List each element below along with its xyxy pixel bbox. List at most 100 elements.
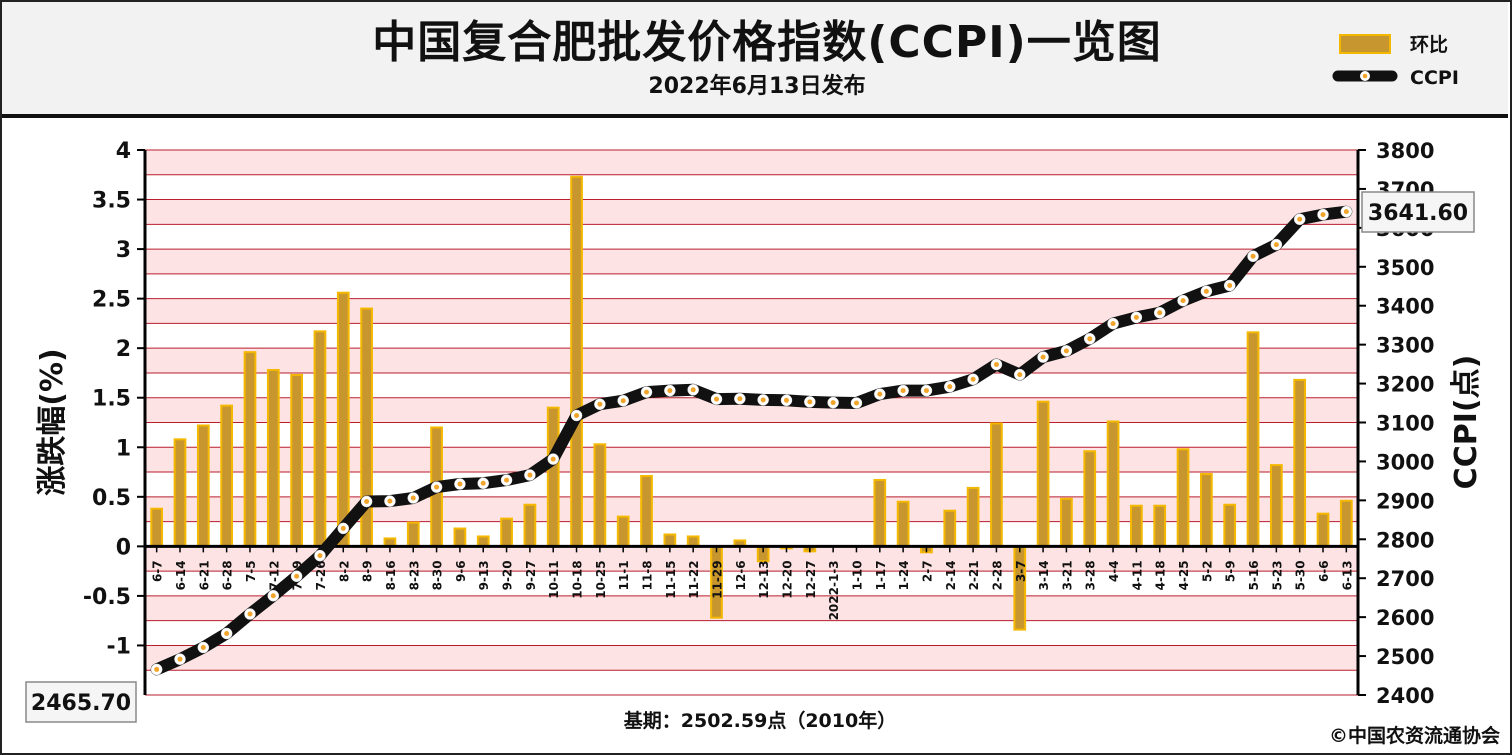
ccpi-point-center [877, 391, 883, 397]
left-tick-label: 2.5 [92, 288, 131, 313]
ccpi-point-center [457, 481, 463, 487]
plot-band [145, 496, 1358, 522]
right-tick-label: 2800 [1376, 528, 1434, 552]
ccpi-point-center [224, 630, 230, 636]
bar [873, 478, 887, 548]
left-tick-label: 4 [116, 139, 131, 164]
plot-band [145, 150, 1358, 175]
bar [336, 291, 350, 548]
bar [1246, 331, 1260, 548]
bar [570, 175, 583, 548]
ccpi-point-center [1110, 321, 1116, 327]
x-tick-label: 12-20 [780, 560, 794, 598]
start-value-box [25, 681, 137, 723]
x-tick-label: 2022-1-3 [827, 560, 841, 620]
ccpi-point-center [1320, 212, 1326, 218]
bar [290, 373, 303, 548]
ccpi-point-center [1180, 298, 1186, 304]
ccpi-point-center [177, 656, 183, 662]
x-tick-label: 8-9 [361, 560, 375, 582]
right-tick-label: 3300 [1376, 334, 1434, 358]
ccpi-point-center [154, 666, 160, 672]
x-tick-label: 3-14 [1037, 560, 1051, 590]
ccpi-point-center [317, 553, 323, 559]
bar [593, 443, 607, 548]
ccpi-point-center [1297, 216, 1303, 222]
x-tick-label: 2-21 [967, 560, 981, 590]
bar [990, 422, 1003, 548]
ccpi-point-center [527, 472, 533, 478]
ccpi-point-center [737, 396, 743, 402]
ccpi-point-center [1133, 314, 1139, 320]
bar [1316, 512, 1330, 548]
bar [616, 515, 630, 548]
x-tick-label: 12-13 [757, 560, 771, 598]
x-tick-label: 8-30 [431, 560, 445, 590]
bar [196, 424, 210, 548]
right-tick-label: 3400 [1376, 295, 1434, 319]
x-tick-label: 10-25 [594, 560, 608, 598]
left-tick-label: 2 [116, 337, 131, 362]
ccpi-point-center [690, 387, 696, 393]
x-tick-label: 9-20 [501, 560, 515, 590]
bar [1339, 499, 1353, 548]
bar [220, 404, 234, 548]
x-tick-label: 5-9 [1224, 560, 1238, 582]
ccpi-point-center [1157, 310, 1163, 316]
ccpi-point-center [364, 499, 370, 505]
plot-band [145, 595, 1358, 621]
start-value-label: 2465.70 [31, 691, 131, 716]
bar [523, 503, 537, 548]
bar [1153, 504, 1167, 548]
bar [943, 509, 957, 548]
x-tick-label: 3-7 [1014, 560, 1028, 582]
x-tick-label: 3-28 [1084, 560, 1098, 590]
legend: 环比 CCPI [1332, 34, 1459, 89]
ccpi-point-center [667, 388, 673, 394]
ccpi-point-center [993, 361, 999, 367]
ccpi-line [150, 205, 1353, 676]
x-tick-label: 4-25 [1177, 560, 1191, 590]
left-tick-label: 3 [116, 238, 131, 263]
bar [1060, 497, 1073, 548]
right-tick-label: 3500 [1376, 256, 1434, 280]
chart-title: 中国复合肥批发价格指数(CCPI)一览图 [372, 17, 1162, 68]
left-tick-label: 3.5 [92, 189, 131, 214]
ccpi-point-center [853, 400, 859, 406]
ccpi-line-series [150, 205, 1353, 676]
x-tick-label: 6-21 [197, 560, 211, 590]
bar [453, 527, 467, 548]
x-tick-label: 4-4 [1107, 560, 1121, 582]
x-tick-label: 2-28 [990, 560, 1004, 590]
ccpi-point-center [1250, 253, 1256, 259]
ccpi-point-center [1343, 209, 1349, 215]
x-tick-label: 12-6 [734, 560, 748, 590]
ccpi-point-center [1063, 348, 1069, 354]
bar [1223, 503, 1237, 548]
ccpi-point-center [970, 376, 976, 382]
header-band: 中国复合肥批发价格指数(CCPI)一览图 2022年6月13日发布 [2, 2, 1508, 118]
x-tick-label: 1-24 [897, 560, 911, 590]
x-tick-label: 6-13 [1340, 560, 1354, 590]
bar [896, 500, 910, 548]
ccpi-point-center [1227, 282, 1233, 288]
x-tick-label: 2-7 [920, 560, 934, 582]
x-tick-label: 3-21 [1060, 560, 1074, 590]
ccpi-point-center [574, 412, 580, 418]
x-tick-label: 7-12 [267, 560, 281, 590]
left-tick-label: -1 [107, 634, 131, 659]
x-tick-label: 12-27 [804, 560, 818, 598]
bar [150, 507, 164, 548]
x-tick-label: 6-6 [1317, 560, 1331, 582]
legend-line-label: CCPI [1410, 67, 1459, 89]
x-tick-label: 11-15 [664, 560, 678, 598]
x-tick-label: 6-14 [174, 560, 188, 590]
legend-line-marker-center [1362, 73, 1368, 79]
x-tick-label: 7-26 [314, 560, 328, 590]
ccpi-point-center [1040, 354, 1046, 360]
x-tick-label: 10-11 [547, 560, 561, 598]
right-tick-label: 3000 [1376, 450, 1434, 474]
plot-band [145, 645, 1358, 671]
bar [500, 517, 513, 548]
bar [663, 533, 677, 548]
